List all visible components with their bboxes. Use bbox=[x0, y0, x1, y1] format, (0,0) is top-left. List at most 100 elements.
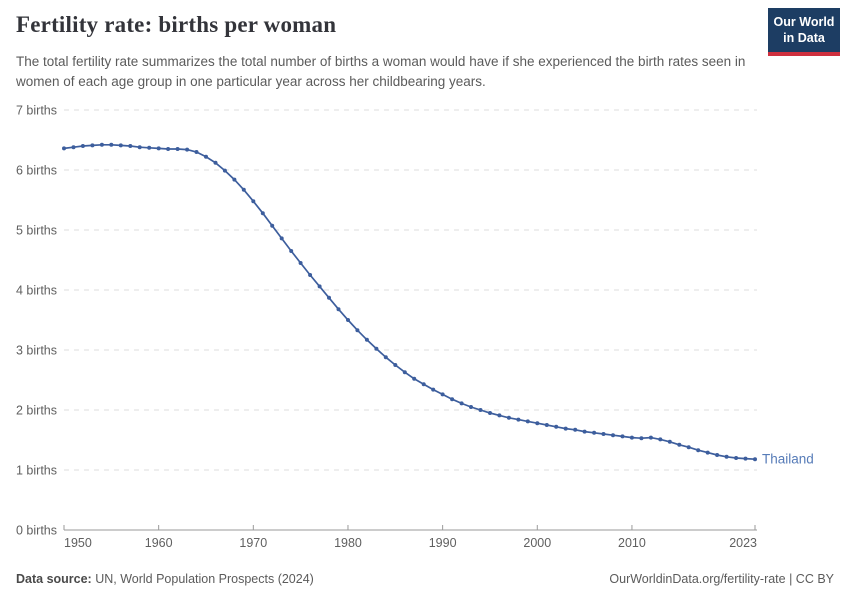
x-axis-tick-label: 1990 bbox=[429, 536, 457, 550]
data-point-marker[interactable] bbox=[573, 427, 578, 432]
data-point-marker[interactable] bbox=[336, 307, 341, 312]
data-point-marker[interactable] bbox=[308, 273, 313, 277]
data-point-marker[interactable] bbox=[440, 392, 445, 397]
data-point-marker[interactable] bbox=[156, 146, 161, 151]
data-point-marker[interactable] bbox=[402, 370, 407, 375]
y-axis-tick-label: 1 births bbox=[16, 464, 57, 478]
data-point-marker[interactable] bbox=[506, 415, 511, 420]
data-point-marker[interactable] bbox=[213, 160, 218, 165]
data-source-text: UN, World Population Prospects (2024) bbox=[91, 572, 314, 586]
data-point-marker[interactable] bbox=[611, 433, 615, 438]
data-point-marker[interactable] bbox=[563, 426, 568, 431]
data-source-label: Data source: bbox=[16, 572, 92, 586]
data-point-marker[interactable] bbox=[554, 424, 559, 429]
data-point-marker[interactable] bbox=[194, 150, 199, 154]
data-point-marker[interactable] bbox=[629, 435, 634, 440]
data-point-marker[interactable] bbox=[118, 143, 123, 148]
y-axis-tick-label: 0 births bbox=[16, 524, 57, 538]
data-point-marker[interactable] bbox=[327, 295, 331, 300]
data-point-marker[interactable] bbox=[648, 435, 653, 440]
data-point-marker[interactable] bbox=[592, 430, 597, 435]
data-point-marker[interactable] bbox=[412, 376, 417, 381]
entity-label[interactable]: Thailand bbox=[762, 452, 814, 467]
data-point-marker[interactable] bbox=[175, 147, 180, 151]
data-point-marker[interactable] bbox=[232, 177, 237, 182]
data-point-marker[interactable] bbox=[488, 411, 492, 415]
data-point-marker[interactable] bbox=[62, 146, 66, 151]
data-point-marker[interactable] bbox=[620, 434, 625, 439]
y-axis-tick-label: 7 births bbox=[16, 104, 57, 118]
data-point-marker[interactable] bbox=[525, 419, 530, 424]
data-point-marker[interactable] bbox=[279, 236, 284, 241]
chart-subtitle: The total fertility rate summarizes the … bbox=[16, 54, 746, 89]
data-point-marker[interactable] bbox=[222, 168, 227, 173]
data-point-marker[interactable] bbox=[71, 145, 76, 150]
data-point-marker[interactable] bbox=[393, 363, 398, 367]
data-point-marker[interactable] bbox=[686, 445, 691, 450]
data-point-marker[interactable] bbox=[544, 423, 549, 427]
credit-link[interactable]: OurWorldinData.org/fertility-rate | CC B… bbox=[609, 572, 834, 586]
data-point-marker[interactable] bbox=[355, 328, 360, 333]
data-point-marker[interactable] bbox=[317, 284, 322, 289]
data-point-marker[interactable] bbox=[137, 145, 142, 150]
owid-logo[interactable]: Our World in Data bbox=[768, 8, 840, 56]
data-point-marker[interactable] bbox=[639, 436, 644, 441]
data-point-marker[interactable] bbox=[346, 318, 350, 322]
y-axis-tick-label: 3 births bbox=[16, 344, 57, 358]
owid-logo-line1: Our World bbox=[773, 15, 835, 29]
data-point-marker[interactable] bbox=[459, 401, 464, 406]
y-axis-tick-label: 2 births bbox=[16, 404, 57, 418]
data-point-marker[interactable] bbox=[270, 223, 275, 228]
data-point-marker[interactable] bbox=[724, 454, 729, 459]
data-point-marker[interactable] bbox=[582, 429, 587, 434]
line-series[interactable] bbox=[63, 143, 756, 461]
data-point-marker[interactable] bbox=[289, 249, 294, 253]
data-point-marker[interactable] bbox=[469, 405, 473, 409]
x-axis-tick-label: 1950 bbox=[64, 536, 92, 550]
x-axis-tick-label: 1960 bbox=[145, 536, 173, 550]
data-point-marker[interactable] bbox=[241, 187, 246, 192]
data-point-marker[interactable] bbox=[147, 145, 152, 150]
data-point-marker[interactable] bbox=[516, 417, 521, 422]
data-point-marker[interactable] bbox=[601, 432, 606, 436]
y-axis-tick-label: 5 births bbox=[16, 224, 57, 238]
data-point-marker[interactable] bbox=[705, 450, 710, 455]
data-point-marker[interactable] bbox=[128, 144, 133, 148]
data-point-marker[interactable] bbox=[383, 355, 388, 360]
data-point-marker[interactable] bbox=[658, 437, 663, 442]
data-point-marker[interactable] bbox=[364, 337, 369, 342]
x-axis-tick-label: 2023 bbox=[729, 536, 757, 550]
data-point-marker[interactable] bbox=[298, 261, 303, 265]
data-point-marker[interactable] bbox=[90, 143, 95, 148]
data-point-marker[interactable] bbox=[109, 142, 114, 147]
y-axis-tick-label: 4 births bbox=[16, 284, 57, 298]
data-point-marker[interactable] bbox=[753, 457, 757, 462]
x-axis-tick-label: 2000 bbox=[523, 536, 551, 550]
data-point-marker[interactable] bbox=[734, 456, 739, 460]
data-point-marker[interactable] bbox=[431, 387, 436, 392]
series-thailand[interactable] bbox=[62, 142, 757, 462]
data-point-marker[interactable] bbox=[166, 147, 171, 151]
y-axis-tick-label: 6 births bbox=[16, 164, 57, 178]
data-point-marker[interactable] bbox=[80, 144, 85, 148]
data-point-marker[interactable] bbox=[260, 211, 265, 216]
data-point-marker[interactable] bbox=[99, 142, 104, 147]
data-point-marker[interactable] bbox=[204, 154, 208, 159]
data-point-marker[interactable] bbox=[185, 147, 190, 152]
data-point-marker[interactable] bbox=[374, 346, 379, 351]
data-point-marker[interactable] bbox=[450, 397, 455, 402]
data-point-marker[interactable] bbox=[478, 408, 483, 412]
data-point-marker[interactable] bbox=[497, 413, 502, 418]
data-point-marker[interactable] bbox=[667, 439, 672, 444]
data-point-marker[interactable] bbox=[251, 199, 256, 204]
data-point-marker[interactable] bbox=[743, 456, 748, 461]
data-point-marker[interactable] bbox=[535, 421, 540, 426]
data-point-marker[interactable] bbox=[421, 382, 426, 387]
data-point-marker[interactable] bbox=[677, 442, 682, 447]
data-point-marker[interactable] bbox=[715, 453, 720, 457]
x-axis-tick-label: 1970 bbox=[239, 536, 267, 550]
data-point-marker[interactable] bbox=[696, 448, 701, 453]
page-title: Fertility rate: births per woman bbox=[16, 12, 337, 37]
